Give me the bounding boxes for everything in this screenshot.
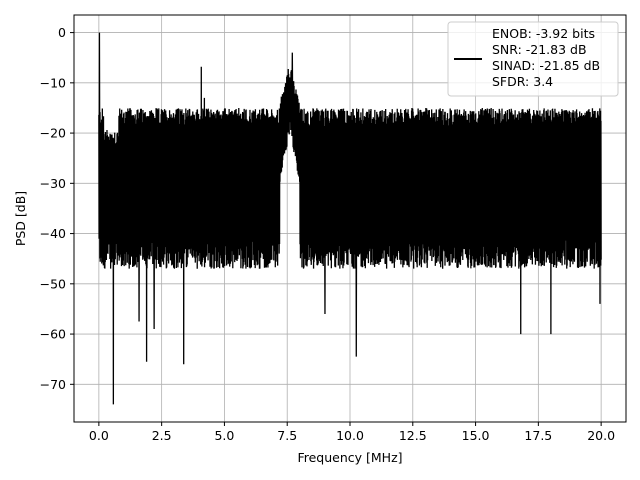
psd-series-line bbox=[98, 32, 602, 405]
x-tick-label: 12.5 bbox=[399, 428, 427, 443]
y-tick-label: −30 bbox=[40, 176, 66, 191]
y-tick-label: −70 bbox=[40, 377, 66, 392]
y-tick-label: −50 bbox=[40, 276, 66, 291]
y-tick-label: −10 bbox=[40, 75, 66, 90]
legend-line-sinad: SINAD: -21.85 dB bbox=[492, 58, 600, 73]
y-axis-ticks: 0 −10 −20 −30 −40 −50 −60 −70 bbox=[40, 25, 74, 392]
legend-line-enob: ENOB: -3.92 bits bbox=[492, 26, 595, 41]
x-tick-label: 7.5 bbox=[277, 428, 297, 443]
y-tick-label: −60 bbox=[40, 327, 66, 342]
legend-line-sfdr: SFDR: 3.4 bbox=[492, 74, 553, 89]
y-tick-label: 0 bbox=[58, 25, 66, 40]
y-tick-label: −20 bbox=[40, 126, 66, 141]
legend-box bbox=[447, 21, 619, 97]
plot-area bbox=[98, 32, 602, 405]
y-axis-label: PSD [dB] bbox=[13, 191, 28, 246]
x-tick-label: 20.0 bbox=[587, 428, 615, 443]
x-tick-label: 0.0 bbox=[89, 428, 109, 443]
x-tick-label: 5.0 bbox=[214, 428, 234, 443]
x-tick-label: 17.5 bbox=[524, 428, 552, 443]
legend-line-snr: SNR: -21.83 dB bbox=[492, 42, 587, 57]
x-tick-label: 2.5 bbox=[152, 428, 172, 443]
x-axis-label: Frequency [MHz] bbox=[297, 450, 402, 465]
x-axis-ticks: 0.0 2.5 5.0 7.5 10.0 12.5 15.0 17.5 20.0 bbox=[89, 422, 615, 443]
x-tick-label: 15.0 bbox=[462, 428, 490, 443]
y-tick-label: −40 bbox=[40, 226, 66, 241]
x-tick-label: 10.0 bbox=[336, 428, 364, 443]
legend: ENOB: -3.92 bits SNR: -21.83 dB SINAD: -… bbox=[447, 21, 619, 97]
